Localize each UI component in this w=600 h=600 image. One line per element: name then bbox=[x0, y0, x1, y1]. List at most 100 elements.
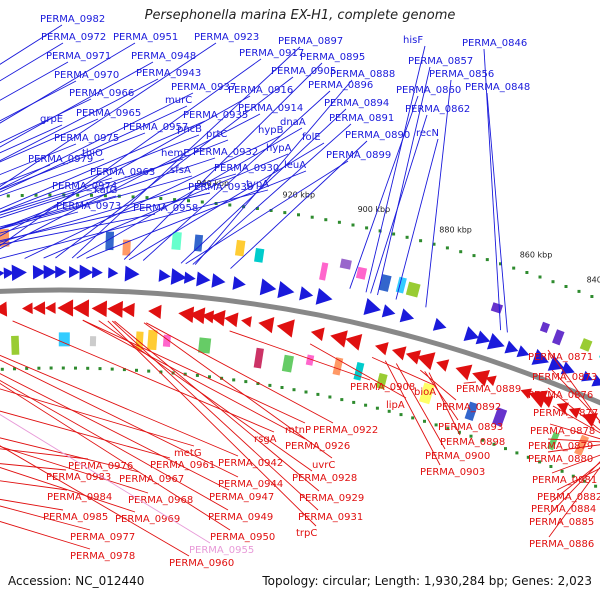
rail-dot bbox=[61, 366, 65, 370]
rail-dot bbox=[481, 438, 484, 442]
rail-dot bbox=[304, 390, 308, 394]
reverse-gene-arrow bbox=[391, 346, 407, 361]
reverse-leader-line bbox=[547, 387, 600, 431]
forward-leader-line bbox=[0, 105, 188, 193]
forward-gene-arrow bbox=[504, 340, 519, 354]
rail-dot bbox=[173, 198, 177, 202]
reverse-gene-label: PERMA_0873 bbox=[532, 372, 597, 383]
feature-block bbox=[305, 354, 315, 366]
reverse-gene-label: PERMA_0892 bbox=[436, 402, 501, 413]
rail-dot bbox=[485, 258, 489, 262]
forward-gene-label: PERMA_0971 bbox=[46, 51, 111, 62]
forward-gene-label: PERMA_0891 bbox=[329, 113, 394, 124]
rail-dot bbox=[208, 375, 211, 379]
feature-block bbox=[234, 239, 246, 257]
forward-leader-line bbox=[0, 158, 184, 219]
forward-gene-label: PERMA_0905 bbox=[271, 66, 336, 77]
rail-dot bbox=[405, 235, 409, 239]
forward-gene-arrow bbox=[92, 266, 103, 279]
forward-gene-label: PERMA_0897 bbox=[278, 36, 343, 47]
reverse-gene-arrow bbox=[32, 301, 46, 315]
rail-dot bbox=[228, 203, 232, 207]
forward-leader-line bbox=[0, 98, 92, 144]
feature-block bbox=[552, 329, 565, 346]
forward-gene-label: prtC bbox=[206, 129, 227, 140]
forward-gene-arrow bbox=[32, 265, 46, 280]
reverse-gene-arrow bbox=[436, 359, 450, 372]
forward-leader-line bbox=[0, 132, 146, 191]
rail-dot bbox=[512, 266, 516, 270]
reverse-gene-label: PERMA_0893 bbox=[438, 422, 503, 433]
reverse-gene-arrow bbox=[310, 327, 325, 342]
reverse-gene-arrow bbox=[258, 317, 275, 334]
feature-block bbox=[197, 337, 212, 354]
rail-dot bbox=[340, 398, 344, 402]
forward-leader-line bbox=[0, 118, 99, 163]
rail-dot bbox=[147, 369, 151, 373]
reverse-leader-line bbox=[549, 423, 600, 440]
forward-gene-label: hemE bbox=[161, 148, 190, 159]
forward-gene-label: PERMA_0963 bbox=[90, 167, 155, 178]
feature-block bbox=[492, 407, 508, 427]
forward-gene-label: hypA bbox=[266, 143, 292, 154]
forward-leader-line bbox=[76, 127, 303, 259]
forward-gene-label: hisF bbox=[403, 35, 423, 46]
rail-dot bbox=[242, 205, 246, 209]
forward-leader-line bbox=[0, 95, 251, 237]
reverse-gene-arrow bbox=[455, 364, 473, 381]
forward-gene-label: PERMA_0974 bbox=[52, 181, 117, 192]
forward-leader-line bbox=[180, 108, 347, 264]
forward-gene-label: PERMA_0856 bbox=[429, 69, 494, 80]
forward-gene-arrow bbox=[277, 281, 295, 299]
rail-dot bbox=[560, 469, 564, 473]
rail-dot bbox=[283, 211, 287, 215]
forward-leader-line bbox=[377, 66, 431, 296]
forward-gene-arrow bbox=[486, 332, 505, 350]
reverse-gene-label: PERMA_0967 bbox=[119, 474, 184, 485]
forward-gene-label: PERMA_0972 bbox=[41, 32, 106, 43]
reverse-gene-arrow bbox=[472, 370, 490, 387]
rail-dot bbox=[551, 280, 555, 284]
reverse-gene-arrow bbox=[201, 310, 215, 324]
reverse-gene-label: PERMA_0931 bbox=[298, 512, 363, 523]
reverse-gene-arrow bbox=[148, 304, 162, 319]
reverse-gene-label: PERMA_0903 bbox=[420, 467, 485, 478]
reverse-gene-label: PERMA_0882 bbox=[537, 492, 600, 503]
reverse-gene-arrow bbox=[540, 395, 554, 408]
reverse-gene-label: PERMA_0977 bbox=[70, 532, 135, 543]
reverse-leader-line bbox=[551, 454, 600, 474]
gene-labels: PERMA_0982 PERMA_0972 PERMA_0971 PERMA_0970… bbox=[0, 14, 600, 569]
reverse-gene-arrow bbox=[568, 407, 581, 419]
reverse-gene-label: PERMA_0929 bbox=[299, 493, 364, 504]
forward-gene-label: PERMA_0970 bbox=[54, 70, 119, 81]
forward-gene-arrow bbox=[11, 264, 27, 282]
forward-leader-line bbox=[0, 158, 105, 197]
forward-gene-arrow bbox=[43, 264, 57, 280]
rail-dot bbox=[244, 380, 248, 384]
rail-dot bbox=[310, 215, 314, 219]
rail-dot bbox=[232, 378, 236, 382]
forward-gene-arrow bbox=[531, 348, 549, 365]
reverse-gene-label: PERMA_0976 bbox=[68, 461, 133, 472]
reverse-leader-line bbox=[547, 349, 600, 423]
forward-gene-arrow bbox=[381, 304, 396, 318]
reverse-leader-line bbox=[552, 405, 600, 434]
reverse-gene-arrow bbox=[528, 390, 548, 408]
reverse-gene-label: PERMA_0876 bbox=[528, 390, 593, 401]
reverse-leader-line bbox=[424, 371, 459, 421]
reverse-gene-arrow bbox=[72, 299, 90, 318]
forward-leader-line bbox=[128, 142, 325, 261]
reverse-gene-arrow bbox=[345, 333, 363, 351]
reverse-gene-arrow bbox=[405, 350, 421, 365]
reverse-leader-line bbox=[548, 466, 600, 538]
genome-summary: Topology: circular; Length: 1,930,284 bp… bbox=[262, 574, 592, 588]
reverse-gene-label: PERMA_0983 bbox=[46, 472, 111, 483]
forward-leader-line bbox=[0, 80, 77, 122]
rail-dot bbox=[187, 199, 190, 203]
rail-dot bbox=[504, 447, 507, 451]
forward-leader-line bbox=[0, 213, 156, 246]
rail-dot bbox=[268, 383, 272, 387]
forward-leader-line bbox=[0, 173, 237, 243]
forward-gene-label: PERMA_0846 bbox=[462, 38, 527, 49]
